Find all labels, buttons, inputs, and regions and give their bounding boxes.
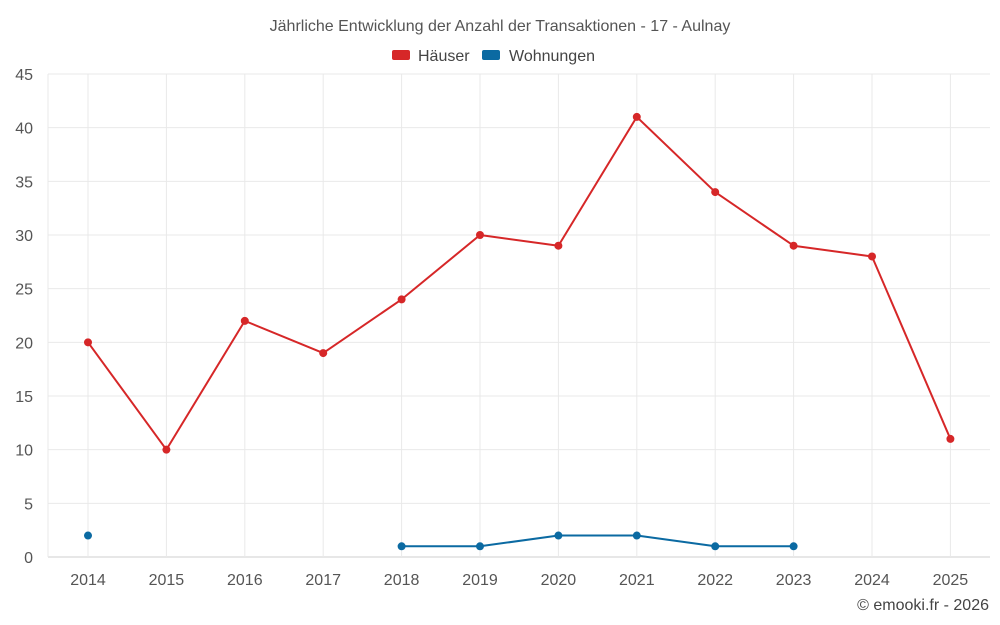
y-tick-label: 25 [15,282,33,299]
y-tick-label: 45 [15,67,33,84]
data-point [240,316,249,325]
data-point [84,531,92,540]
x-tick-label: 2024 [854,572,890,589]
credit-text: © emooki.fr - 2026 [857,597,989,614]
data-point [711,542,720,551]
data-point [319,349,328,358]
legend: Häuser Wohnungen [392,48,595,65]
data-point [632,531,641,540]
legend-label: Wohnungen [509,48,595,65]
legend-item-haeuser[interactable]: Häuser [392,48,470,65]
series-wohnungen [84,531,798,551]
x-tick-label: 2023 [776,572,812,589]
y-tick-label: 10 [15,443,33,460]
data-point [84,338,92,347]
y-tick-label: 20 [15,335,33,352]
x-tick-label: 2021 [619,572,655,589]
data-point [397,295,406,304]
x-tick-label: 2018 [384,572,420,589]
x-tick-label: 2016 [227,572,263,589]
legend-swatch-icon [392,50,410,60]
data-point [554,531,563,540]
x-tick-label: 2014 [70,572,106,589]
data-point [946,434,955,443]
grid [48,73,990,558]
data-point [476,542,484,551]
data-point [162,445,171,454]
y-tick-label: 35 [15,174,33,191]
legend-swatch-icon [482,50,500,60]
data-point [711,188,720,197]
series-haeuser [84,112,955,454]
data-point [632,112,641,121]
chart-title: Jährliche Entwicklung der Anzahl der Tra… [270,18,731,35]
x-tick-label: 2020 [541,572,577,589]
x-tick-label: 2015 [149,572,185,589]
data-point [789,241,798,250]
series [84,112,955,551]
x-tick-label: 2017 [305,572,341,589]
data-point [789,542,798,551]
data-point [868,252,876,261]
y-tick-label: 15 [15,389,33,406]
x-tick-label: 2019 [462,572,498,589]
legend-item-wohnungen[interactable]: Wohnungen [482,48,595,65]
y-tick-label: 5 [24,496,33,513]
data-point [397,542,406,551]
series-line [87,115,952,451]
y-tick-label: 30 [15,228,33,245]
x-tick-label: 2025 [933,572,969,589]
series-line [400,534,795,548]
legend-label: Häuser [418,48,470,65]
x-tick-label: 2022 [697,572,733,589]
data-point [476,231,484,239]
data-point [554,241,563,250]
y-tick-label: 0 [24,550,33,567]
y-tick-label: 40 [15,121,33,138]
